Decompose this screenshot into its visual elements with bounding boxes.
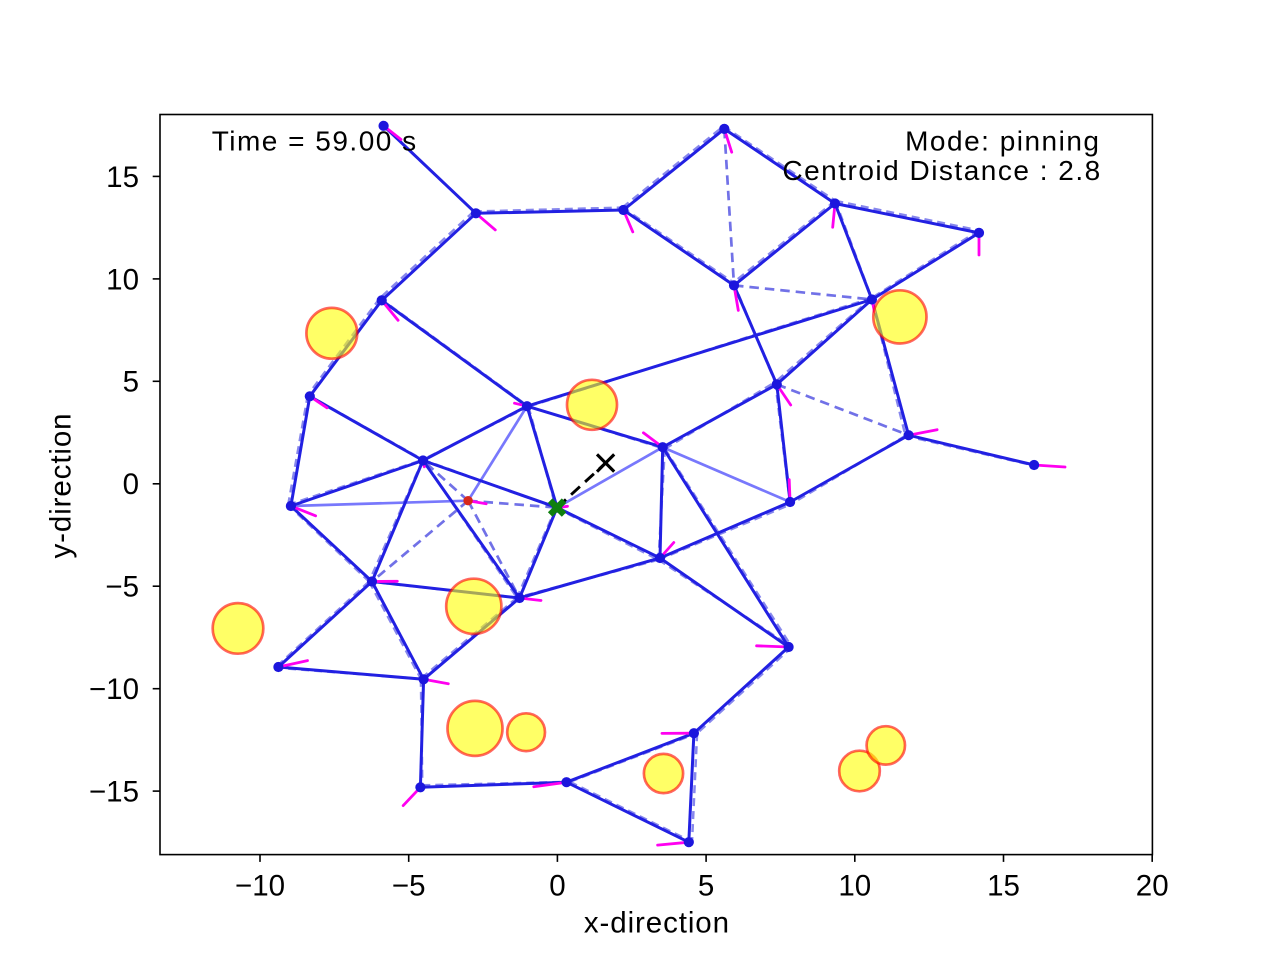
svg-text:−10: −10 xyxy=(235,870,285,903)
svg-text:10: 10 xyxy=(838,870,871,903)
svg-text:0: 0 xyxy=(123,468,139,501)
svg-text:−15: −15 xyxy=(89,776,139,809)
svg-text:−5: −5 xyxy=(392,870,426,903)
svg-text:Centroid Distance : 2.8: Centroid Distance : 2.8 xyxy=(782,155,1101,186)
svg-text:5: 5 xyxy=(123,366,139,399)
svg-text:x-direction: x-direction xyxy=(584,907,730,940)
svg-text:−5: −5 xyxy=(105,571,139,604)
svg-text:−10: −10 xyxy=(89,673,139,706)
svg-text:20: 20 xyxy=(1136,870,1169,903)
svg-text:y-direction: y-direction xyxy=(45,413,78,559)
svg-text:Mode: pinning: Mode: pinning xyxy=(905,125,1100,156)
svg-text:Time = 59.00 s: Time = 59.00 s xyxy=(212,125,418,156)
svg-text:5: 5 xyxy=(698,870,714,903)
svg-text:10: 10 xyxy=(106,263,139,296)
svg-text:0: 0 xyxy=(549,870,565,903)
svg-text:15: 15 xyxy=(106,161,139,194)
svg-text:15: 15 xyxy=(987,870,1020,903)
